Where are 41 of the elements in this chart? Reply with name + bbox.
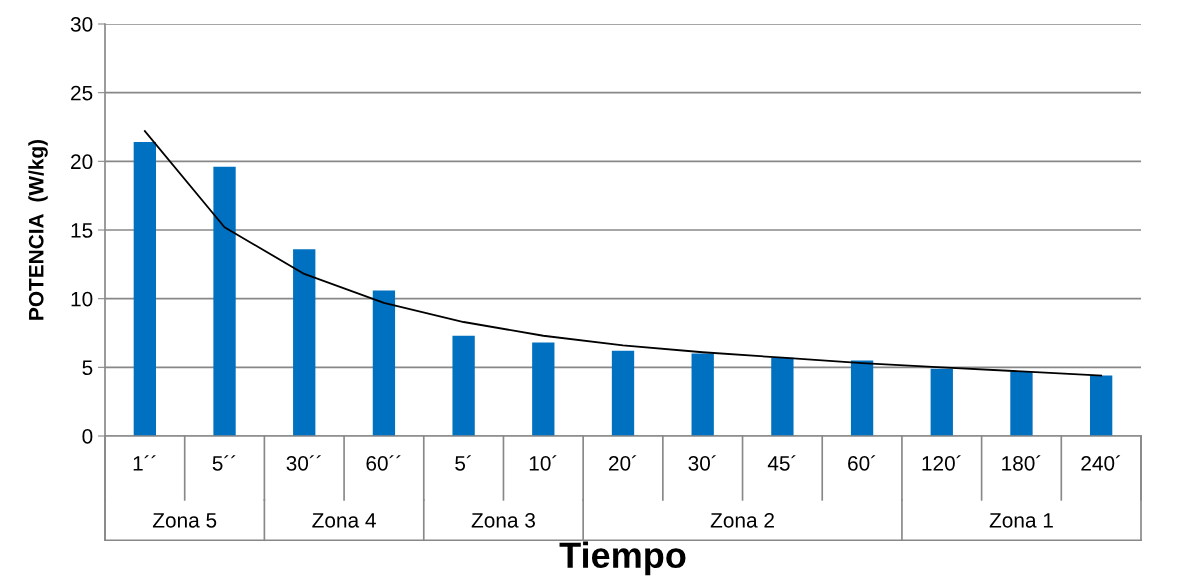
bar (372, 290, 396, 436)
x-tick-label: 240´ (1081, 455, 1121, 471)
x-tick-label: 30´´ (286, 455, 321, 471)
y-tick-label: 5 (82, 360, 93, 376)
text: Zona 3 (471, 512, 535, 528)
bar (1010, 371, 1033, 436)
bar (452, 335, 475, 436)
bar (532, 342, 555, 436)
x-tick-label: 20´ (608, 455, 637, 471)
text: Zona 5 (152, 513, 217, 528)
x-tick-label: 120´ (922, 455, 961, 471)
y-axis-title: POTENCIA (W/kg) (28, 139, 48, 320)
y-tick-label: 10 (71, 291, 93, 307)
y-tick-label: 20 (71, 154, 93, 170)
bar (850, 360, 874, 436)
x-tick-label: 1´´ (133, 455, 156, 471)
x-tick-label: 5´ (455, 455, 471, 471)
x-tick-label: 60´ (848, 455, 876, 471)
bar (1090, 375, 1113, 436)
line-series (143, 130, 1103, 377)
y-tick-label: 25 (71, 85, 93, 101)
x-tick-label: 5´´ (212, 455, 236, 471)
bar (930, 368, 953, 436)
x-axis-title: Tiempo (559, 541, 686, 576)
text: Zona 2 (710, 512, 774, 528)
bar (213, 166, 236, 436)
y-tick-label: 30 (70, 17, 93, 32)
x-tick-label: 30´ (688, 455, 716, 471)
y-tick-label: 15 (71, 223, 93, 238)
text: Zona 1 (989, 513, 1053, 528)
bar (691, 353, 714, 436)
x-tick-label: 45´ (767, 455, 796, 471)
bar (611, 350, 635, 436)
bar (771, 357, 794, 436)
x-tick-label: 60´´ (366, 455, 401, 471)
x-tick-label: 180´ (1002, 455, 1041, 471)
bar (293, 249, 316, 436)
x-tick-label: 10´ (529, 455, 557, 471)
text: Zona 4 (312, 513, 376, 528)
y-tick-label: 0 (82, 429, 93, 444)
bar (133, 142, 156, 436)
